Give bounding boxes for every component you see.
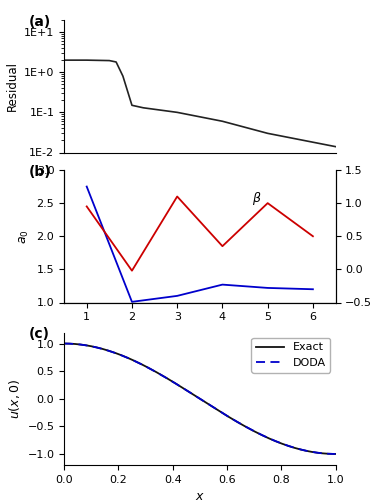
Exact: [222, 412, 227, 418]
Exact: [333, 451, 338, 457]
Exact: [228, 415, 233, 421]
Exact: [62, 340, 66, 346]
Text: $\beta$: $\beta$: [252, 190, 261, 207]
Text: (b): (b): [29, 164, 51, 178]
Exact: [63, 340, 67, 346]
Y-axis label: $a_0$: $a_0$: [18, 229, 31, 244]
Y-axis label: $u(x,0)$: $u(x,0)$: [7, 378, 22, 419]
DODA: [333, 451, 338, 457]
DODA: [224, 412, 228, 418]
DODA: [63, 340, 67, 346]
X-axis label: Number of steps: Number of steps: [148, 361, 252, 374]
Exact: [308, 448, 313, 454]
DODA: [291, 444, 295, 450]
Text: (a): (a): [29, 14, 51, 28]
Legend: Exact, DODA: Exact, DODA: [251, 338, 330, 372]
Line: Exact: Exact: [64, 344, 336, 454]
DODA: [222, 412, 227, 418]
Text: (c): (c): [29, 327, 50, 341]
DODA: [62, 340, 66, 346]
Line: DODA: DODA: [64, 344, 336, 454]
DODA: [228, 414, 233, 420]
Exact: [224, 412, 228, 418]
Exact: [291, 444, 295, 450]
Y-axis label: Residual: Residual: [5, 61, 18, 112]
DODA: [308, 448, 313, 454]
X-axis label: $x$: $x$: [195, 490, 205, 500]
